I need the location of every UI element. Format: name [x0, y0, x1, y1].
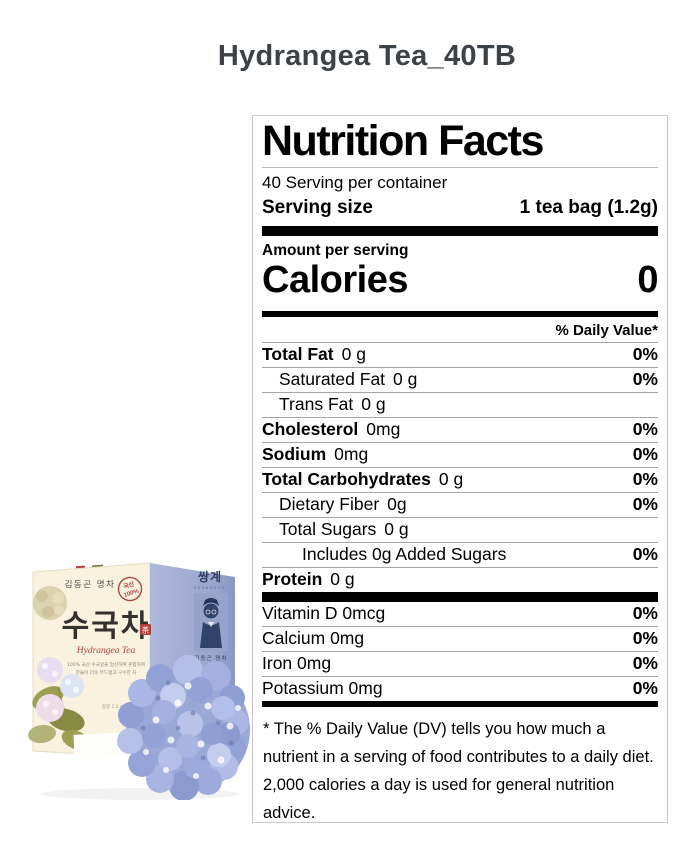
divider-thick — [262, 226, 658, 237]
nutrient-name: Dietary Fiber — [279, 494, 380, 515]
nutrient-daily-value: 0% — [632, 469, 658, 490]
nutrient-row: Dietary Fiber 0g 0% — [262, 491, 658, 517]
side-logo: 쌍계 — [198, 569, 222, 584]
vitamin-name: Calcium 0mg — [262, 628, 365, 649]
servings-per-container: 40 Serving per container — [262, 173, 448, 193]
vitamin-row: Calcium 0mg 0% — [262, 625, 658, 651]
nutrient-daily-value: 0% — [632, 544, 658, 565]
hydrangea-flower — [117, 655, 250, 800]
nutrient-daily-value: 0% — [632, 369, 658, 390]
divider-medium — [262, 310, 658, 317]
vitamin-name: Potassium 0mg — [262, 678, 383, 699]
nutrient-row: Saturated Fat 0 g 0% — [262, 366, 658, 392]
serving-size-label: Serving size — [262, 197, 373, 219]
calories-label: Calories — [262, 259, 408, 302]
side-logo-subtext: SSANGKYE — [194, 586, 227, 590]
stamp-text-line1: 국산 — [122, 580, 135, 591]
nutrient-daily-value: 0% — [632, 344, 658, 365]
amount-per-serving-label: Amount per serving — [262, 242, 409, 260]
nutrient-row: Protein 0 g — [262, 566, 658, 592]
nutrient-name: Includes 0g Added Sugars — [302, 544, 507, 565]
page-title: Hydrangea Tea_40TB — [217, 40, 517, 72]
nutrition-facts-label: Nutrition Facts 40 Serving per container… — [252, 115, 668, 823]
nutrient-name: Saturated Fat — [279, 369, 386, 390]
vitamin-daily-value: 0% — [632, 628, 658, 649]
nutrient-amount: 0g — [387, 494, 407, 515]
box-weight-line: 중량 1.2 g x 40 — [102, 703, 135, 710]
vitamin-daily-value: 0% — [632, 653, 658, 674]
daily-value-header: % Daily Value* — [555, 321, 658, 339]
box-brand-line: 김동곤 명차 — [65, 579, 116, 590]
nutrient-row: Cholesterol 0mg 0% — [262, 416, 658, 442]
nutrient-name: Sodium — [262, 444, 327, 465]
nutrient-rows: Total Fat 0 g 0% Saturated Fat 0 g 0% Tr… — [262, 341, 658, 592]
nutrient-name: Total Sugars — [279, 519, 377, 540]
nutrient-row: Total Carbohydrates 0 g 0% — [262, 466, 658, 492]
nutrient-amount: 0 g — [341, 344, 366, 365]
tea-seal-character: 茶 — [142, 625, 150, 635]
nutrient-daily-value: 0% — [632, 444, 658, 465]
nutrient-daily-value: 0% — [632, 419, 658, 440]
box-product-name: 수국차 — [62, 609, 151, 644]
vitamin-name: Iron 0mg — [262, 653, 332, 674]
dried-hydrangea-illustration — [33, 586, 67, 620]
nutrient-name: Protein — [262, 569, 323, 590]
box-description-line2: 만들어 더욱 부드럽고 구수한 차 — [76, 669, 138, 676]
daily-value-footnote: * The % Daily Value (DV) tells you how m… — [263, 719, 654, 822]
nutrient-name: Trans Fat — [279, 394, 354, 415]
serving-size-row: Serving size 1 tea bag (1.2g) — [262, 194, 658, 226]
nutrition-facts-title: Nutrition Facts — [262, 117, 658, 169]
box-description-line1: 100% 국산 수국잎을 엄선하여 혼합하여 — [67, 661, 145, 668]
nutrient-name: Cholesterol — [262, 419, 359, 440]
nutrient-row: Sodium 0mg 0% — [262, 441, 658, 467]
divider-medium — [262, 700, 658, 707]
nutrient-amount: 0 g — [393, 369, 418, 390]
divider-thick — [262, 591, 658, 602]
product-photo: 김동곤 명차 수국차 茶 Hydrangea Tea 100% 국산 수국잎을 … — [28, 562, 250, 800]
nutrient-row: Total Sugars 0 g — [262, 516, 658, 542]
vitamin-row: Potassium 0mg 0% — [262, 675, 658, 701]
serving-size-value: 1 tea bag (1.2g) — [519, 197, 658, 219]
nutrient-amount: 0 g — [384, 519, 409, 540]
side-caption: 김동곤 명차 — [194, 654, 227, 662]
tea-seal — [140, 624, 151, 635]
portrait-illustration — [194, 593, 228, 651]
vitamin-name: Vitamin D 0mcg — [262, 603, 386, 624]
nutrient-row: Includes 0g Added Sugars 0% — [262, 541, 658, 567]
nutrient-amount: 0 g — [361, 394, 386, 415]
vitamin-row: Iron 0mg 0% — [262, 650, 658, 676]
nutrient-row: Total Fat 0 g 0% — [262, 341, 658, 367]
origin-stamp: 국산 100% — [117, 576, 143, 602]
stamp-text-line2: 100% — [123, 588, 140, 599]
nutrient-row: Trans Fat 0 g — [262, 391, 658, 417]
calories-row: Calories 0 — [262, 259, 658, 311]
nutrient-daily-value: 0% — [632, 494, 658, 515]
vitamin-daily-value: 0% — [632, 603, 658, 624]
box-subtitle-script: Hydrangea Tea — [76, 646, 136, 656]
nutrient-amount: 0 g — [330, 569, 355, 590]
calories-value: 0 — [637, 259, 658, 302]
nutrient-name: Total Carbohydrates — [262, 469, 431, 490]
nutrient-amount: 0mg — [334, 444, 369, 465]
nutrient-name: Total Fat — [262, 344, 334, 365]
nutrient-amount: 0 g — [438, 469, 464, 490]
vitamin-row: Vitamin D 0mcg 0% — [262, 602, 658, 626]
vitamin-daily-value: 0% — [632, 678, 658, 699]
vitamin-rows: Vitamin D 0mcg 0% Calcium 0mg 0% Iron 0m… — [262, 602, 658, 701]
nutrient-amount: 0mg — [366, 419, 401, 440]
